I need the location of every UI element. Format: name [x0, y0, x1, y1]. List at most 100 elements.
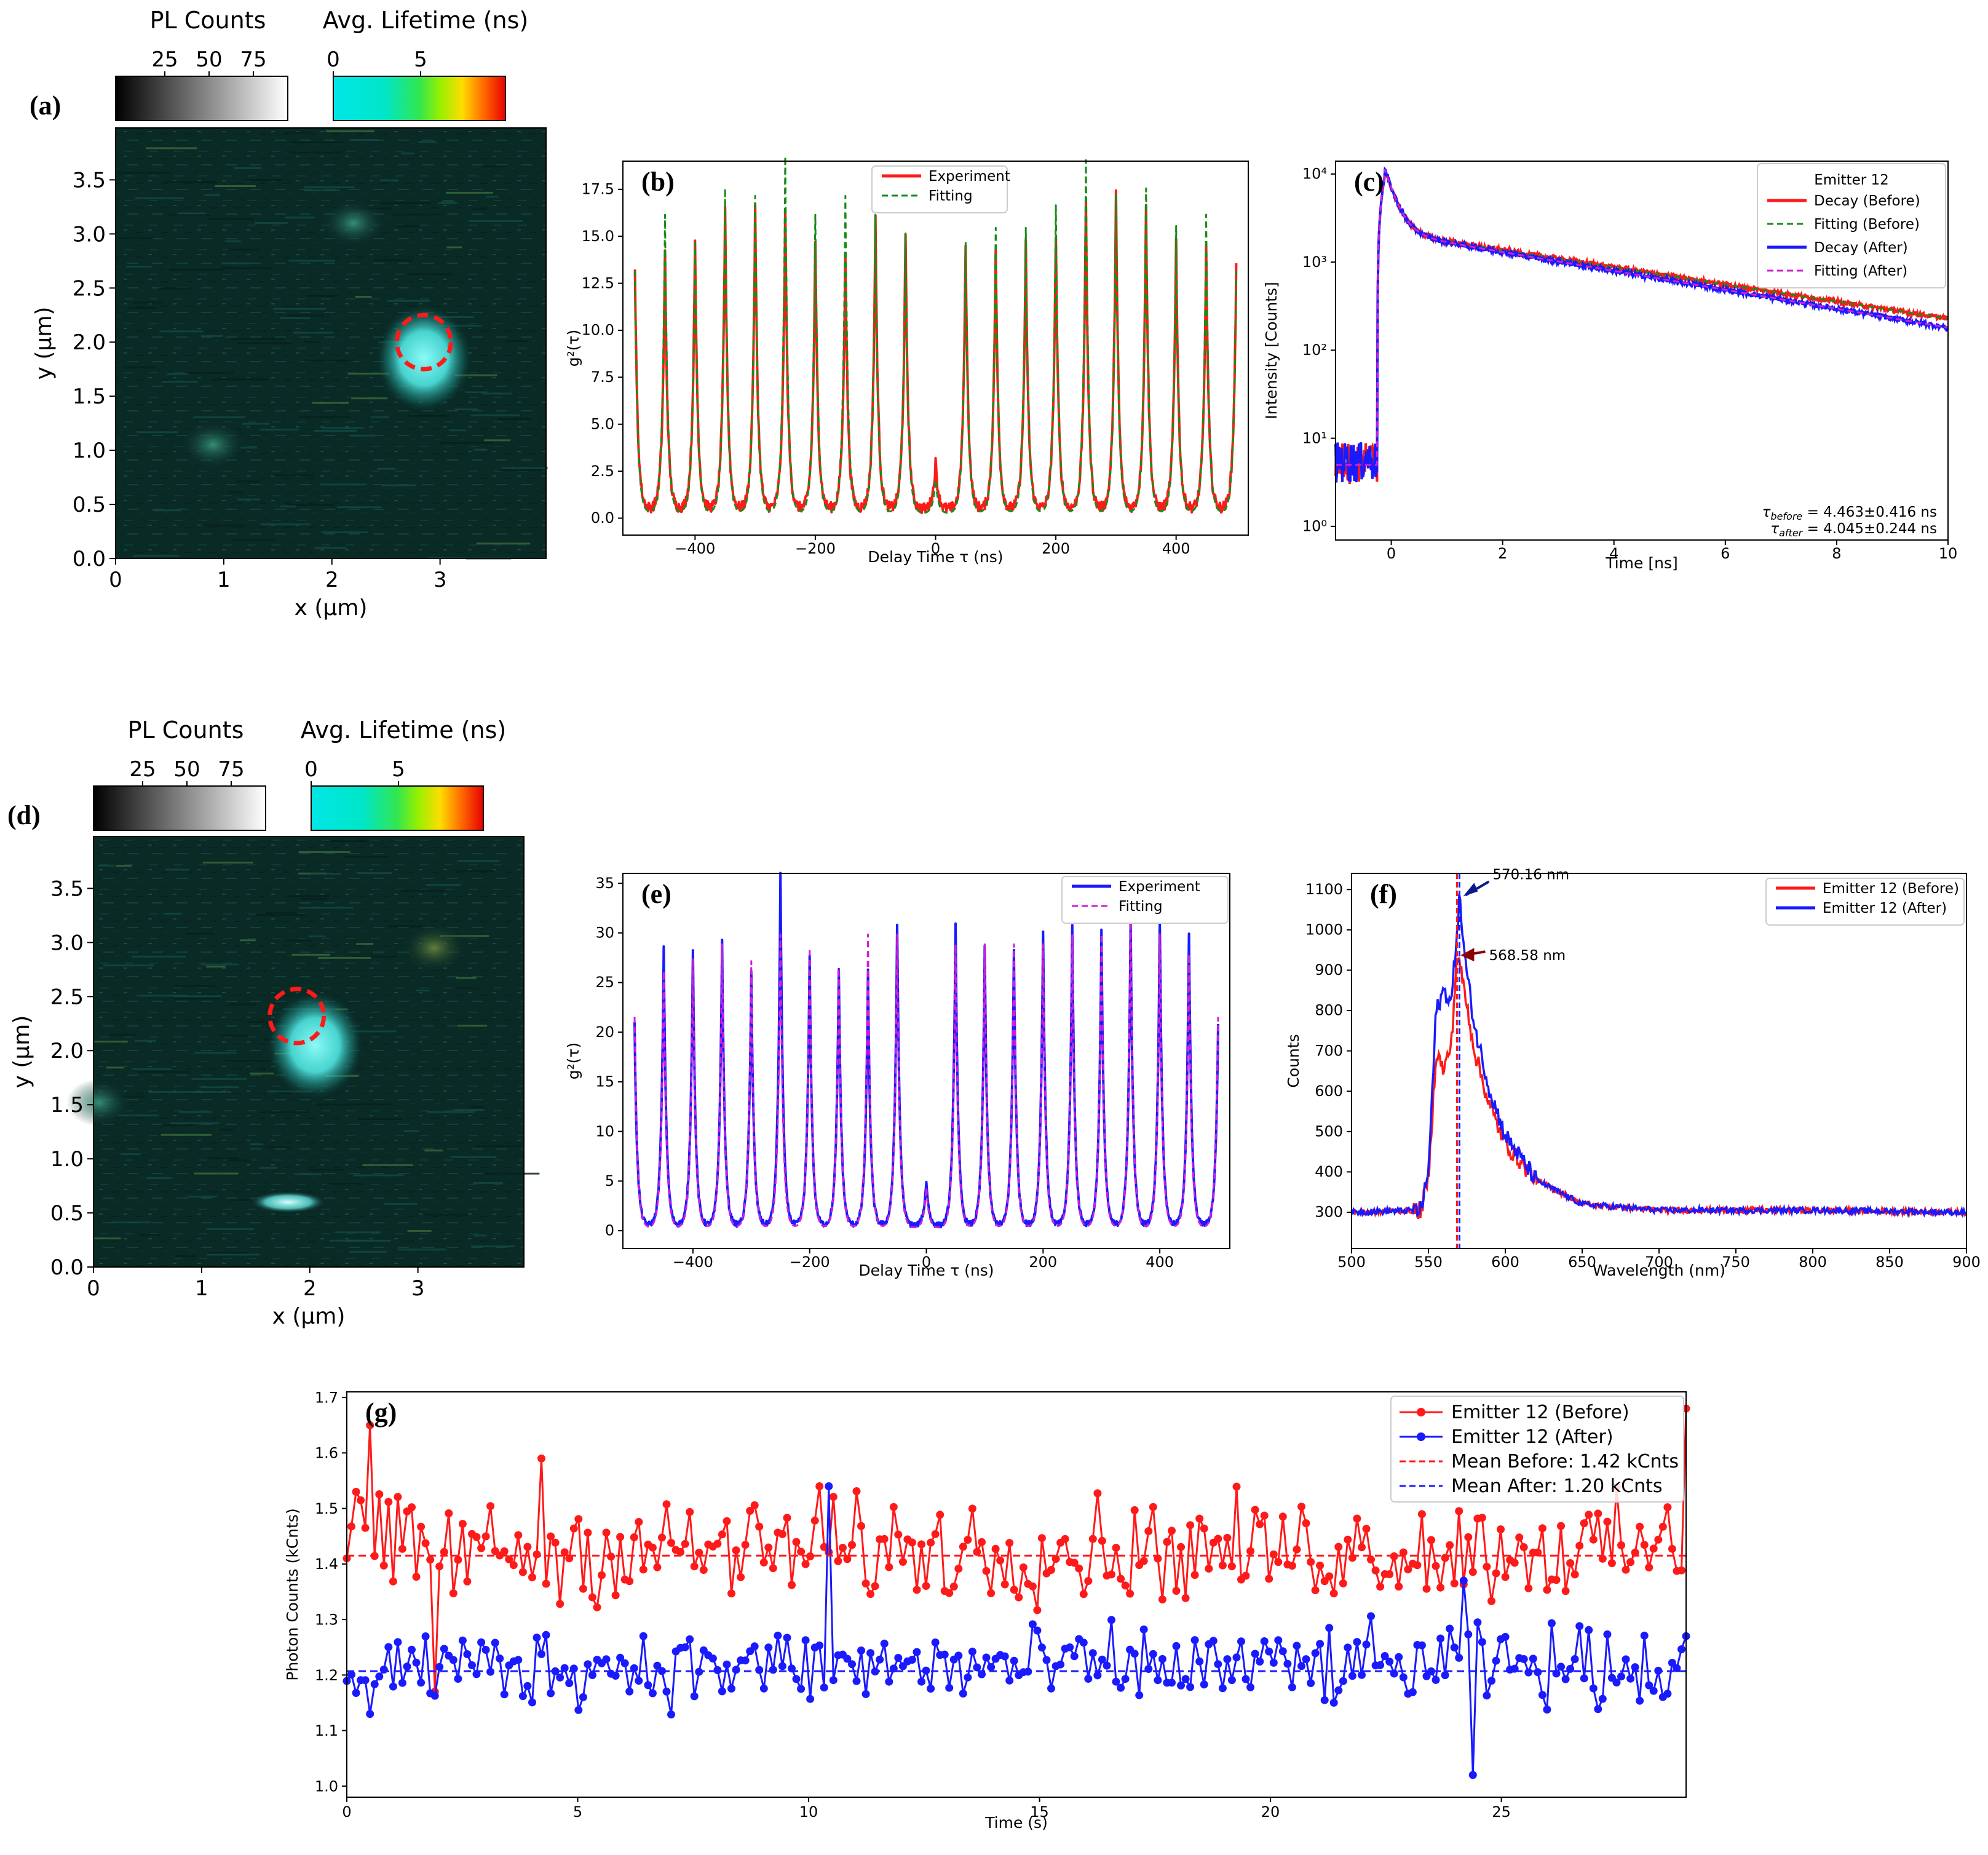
data-point	[1163, 1538, 1171, 1546]
map-noise	[337, 506, 382, 509]
y-tick-label: 1.5	[50, 1093, 84, 1118]
lifetime-annotation: τbefore = 4.463±0.416 ns	[1762, 504, 1937, 522]
legend-marker	[1417, 1432, 1425, 1441]
data-point	[435, 1662, 444, 1671]
data-point	[1000, 1652, 1009, 1661]
map-noise	[358, 1118, 403, 1120]
data-point	[1121, 1581, 1130, 1590]
x-tick-label: 2	[325, 568, 339, 592]
data-point	[1515, 1533, 1524, 1542]
x-tick-label: 0	[109, 568, 122, 592]
x-tick-label: −400	[673, 1253, 713, 1271]
data-point	[848, 1541, 856, 1549]
data-point	[1274, 1558, 1283, 1567]
map-noise	[285, 939, 312, 942]
map-noise	[161, 1124, 194, 1127]
data-point	[588, 1671, 596, 1679]
map-noise	[327, 1183, 364, 1185]
y-tick-label: 2.5	[73, 276, 106, 301]
data-point	[1603, 1517, 1612, 1526]
data-point	[509, 1561, 518, 1570]
data-point	[1478, 1514, 1486, 1522]
data-point	[1269, 1550, 1278, 1559]
data-point	[880, 1639, 889, 1648]
map-noise	[299, 416, 350, 418]
map-noise	[132, 301, 162, 304]
data-point	[1246, 1683, 1255, 1691]
data-point	[737, 1573, 745, 1581]
data-point	[1538, 1524, 1546, 1533]
map-noise	[438, 202, 457, 204]
data-point	[1376, 1583, 1385, 1591]
y-tick-label: 1.4	[315, 1555, 338, 1573]
y-tick-label: 1.2	[315, 1667, 338, 1684]
map-noise	[442, 200, 455, 202]
data-point	[1649, 1686, 1658, 1695]
data-point	[949, 1583, 958, 1591]
data-point	[1311, 1649, 1320, 1658]
data-point	[1538, 1691, 1546, 1699]
data-point	[848, 1660, 856, 1669]
legend-label: Mean After: 1.20 kCnts	[1451, 1476, 1663, 1497]
data-point	[889, 1664, 898, 1673]
map-noise	[456, 977, 477, 979]
map-noise	[132, 554, 180, 557]
data-point	[978, 1670, 986, 1678]
y-tick-label: 3.0	[73, 222, 106, 247]
data-point	[1413, 1561, 1422, 1570]
data-point	[588, 1593, 596, 1602]
x-tick-label: 1	[195, 1276, 208, 1301]
data-point	[681, 1643, 689, 1651]
data-point	[1339, 1677, 1347, 1685]
map-noise	[373, 259, 413, 261]
data-point	[852, 1487, 861, 1495]
data-point	[1265, 1647, 1273, 1656]
data-point	[732, 1546, 740, 1555]
data-point	[426, 1555, 435, 1564]
map-noise	[473, 1182, 503, 1185]
data-point	[1589, 1535, 1598, 1544]
y-tick-label: 900	[1315, 961, 1343, 979]
data-point	[797, 1547, 806, 1556]
data-point	[996, 1556, 1005, 1565]
legend-label: Fitting (Before)	[1814, 216, 1920, 232]
data-point	[598, 1571, 606, 1579]
map-noise	[194, 1172, 239, 1175]
map-noise	[465, 391, 488, 394]
data-point	[1427, 1536, 1435, 1544]
data-point	[653, 1661, 662, 1670]
data-point	[398, 1678, 406, 1687]
x-tick-label: 8	[1832, 545, 1841, 562]
legend-label: Experiment	[1119, 879, 1200, 895]
data-point	[417, 1522, 426, 1531]
map-noise	[272, 474, 315, 477]
x-tick-label: 5	[573, 1803, 582, 1821]
data-point	[973, 1663, 981, 1672]
data-point	[1344, 1643, 1352, 1652]
y-tick-label: 300	[1315, 1204, 1343, 1221]
x-tick-label: 20	[1261, 1803, 1280, 1821]
bright-emitter	[250, 1191, 327, 1213]
map-noise	[168, 213, 212, 216]
map-noise	[377, 467, 395, 470]
data-point	[630, 1533, 638, 1541]
data-point	[408, 1645, 416, 1654]
data-point	[861, 1690, 870, 1698]
data-point	[1353, 1638, 1361, 1646]
x-tick-label: 1	[217, 568, 231, 592]
map-noise	[194, 1052, 237, 1054]
data-point	[1302, 1519, 1310, 1528]
data-point	[681, 1539, 689, 1548]
data-point	[1112, 1677, 1120, 1686]
map-noise	[206, 1253, 259, 1256]
legend-label: Experiment	[929, 169, 1010, 185]
selection-circle	[267, 987, 327, 1046]
data-point	[889, 1503, 898, 1511]
data-point	[1005, 1676, 1014, 1685]
map-noise	[350, 139, 379, 141]
panel-f: 570.16 nm 568.58 nm 500 550 600 650 700 750 800 8…	[1285, 867, 1981, 1279]
legend-label: Fitting (After)	[1814, 263, 1907, 279]
data-point	[1278, 1647, 1287, 1656]
data-point	[481, 1646, 490, 1654]
data-point	[1594, 1705, 1602, 1714]
